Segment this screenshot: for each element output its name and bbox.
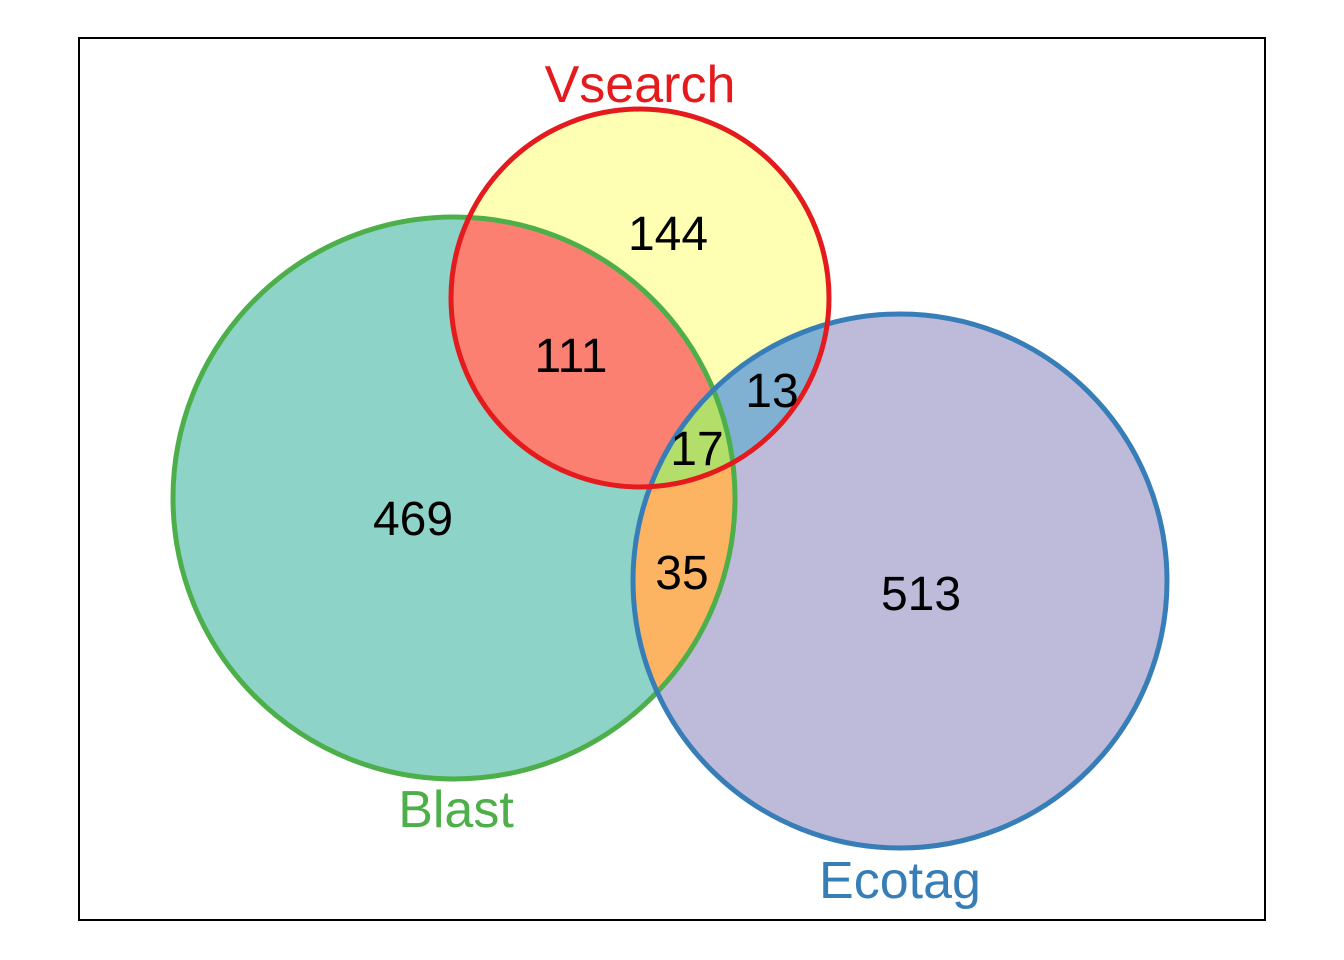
vsearch-only-count: 144 xyxy=(628,208,708,261)
all-three-count: 17 xyxy=(670,423,723,476)
vsearch-set-label: Vsearch xyxy=(545,56,736,114)
blast-only-count: 469 xyxy=(373,493,453,546)
blast-circle-outline xyxy=(170,214,738,782)
ecotag-only-count: 513 xyxy=(881,568,961,621)
ecotag-set-label: Ecotag xyxy=(819,852,981,910)
vsearch-blast-overlap xyxy=(451,217,735,487)
ecotag-circle-fill xyxy=(633,314,1167,848)
blast-ecotag-count: 35 xyxy=(655,547,708,600)
vsearch-blast-count: 111 xyxy=(535,330,608,383)
vsearch-circle-outline xyxy=(448,106,832,490)
blast-set-label: Blast xyxy=(398,781,514,839)
ecotag-circle-outline xyxy=(630,311,1170,851)
vsearch-ecotag-count: 13 xyxy=(745,365,798,418)
